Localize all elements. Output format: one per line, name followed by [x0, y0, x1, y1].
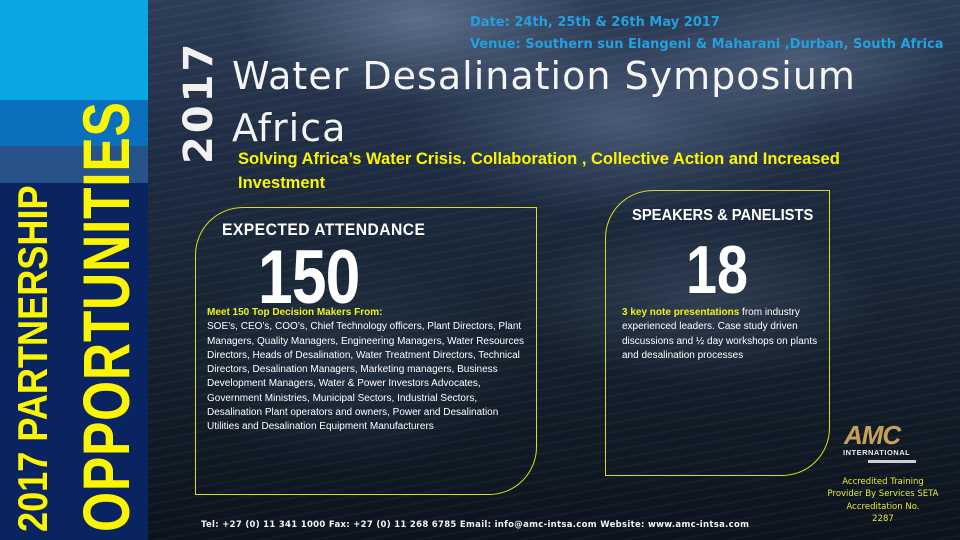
- accreditation-line: Provider By Services SETA: [827, 489, 939, 500]
- speakers-description: 3 key note presentations from industry e…: [622, 306, 822, 363]
- speakers-body: from industry experienced leaders. Case …: [622, 307, 818, 361]
- attendance-description: Meet 150 Top Decision Makers From: SOE’s…: [207, 306, 532, 435]
- contact-footer: Tel: +27 (0) 11 341 1000 Fax: +27 (0) 11…: [201, 520, 750, 530]
- accreditation-line: Accredited Training: [842, 477, 924, 487]
- accreditation-number: 2287: [872, 513, 894, 524]
- title-line-1: Water Desalination Symposium: [232, 54, 856, 98]
- year-vertical: 2017: [176, 40, 222, 164]
- event-info: Date: 24th, 25th & 26th May 2017 Venue: …: [470, 12, 944, 56]
- event-venue: Venue: Southern sun Elangeni & Maharani …: [470, 37, 944, 52]
- title-line-2: Africa: [232, 106, 347, 150]
- banner-line-2: OPPORTUNITIES: [69, 101, 143, 532]
- speakers-heading: SPEAKERS & PANELISTS: [632, 207, 814, 224]
- attendance-heading: EXPECTED ATTENDANCE: [222, 220, 426, 239]
- attendance-number: 150: [258, 235, 360, 320]
- partnership-banner: 2017 PARTNERSHIP OPPORTUNITIES: [0, 0, 148, 540]
- speakers-number: 18: [686, 232, 749, 308]
- attendance-box: EXPECTED ATTENDANCE 150 Meet 150 Top Dec…: [195, 207, 537, 495]
- logo-subtitle: INTERNATIONAL: [843, 448, 911, 457]
- accreditation-note: Accredited Training Provider By Services…: [808, 476, 958, 525]
- speakers-lead: 3 key note presentations: [622, 307, 740, 318]
- amc-logo: AMC INTERNATIONAL: [840, 420, 940, 468]
- banner-line-1: 2017 PARTNERSHIP: [9, 185, 56, 532]
- attendance-lead: Meet 150 Top Decision Makers From:: [207, 307, 383, 318]
- page-title: Water Desalination Symposium Africa: [232, 50, 856, 154]
- logo-mark: AMC: [844, 420, 901, 450]
- logo-tagline-bar: [868, 460, 916, 463]
- subtitle: Solving Africa’s Water Crisis. Collabora…: [238, 150, 840, 192]
- event-date: Date: 24th, 25th & 26th May 2017: [470, 15, 720, 30]
- speakers-box: SPEAKERS & PANELISTS 18 3 key note prese…: [605, 190, 830, 476]
- accreditation-line: Accreditation No.: [846, 501, 920, 512]
- attendance-body: SOE’s, CEO’s, COO’s, Chief Technology of…: [207, 321, 525, 433]
